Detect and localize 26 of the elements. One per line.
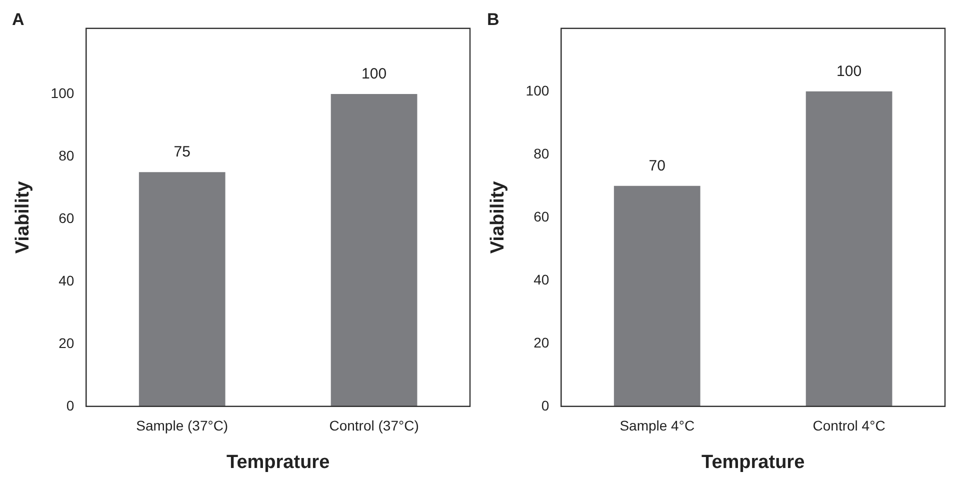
y-axis-title: Viability bbox=[488, 180, 509, 254]
data-label: 70 bbox=[648, 158, 666, 175]
chart-title: B bbox=[487, 10, 500, 30]
x-tick-label: Sample 4°C bbox=[620, 418, 695, 434]
y-tick-label: 40 bbox=[58, 272, 74, 288]
y-tick-label: 40 bbox=[534, 271, 550, 288]
y-tick-label: 60 bbox=[58, 210, 74, 226]
x-axis-title: Temprature bbox=[702, 452, 805, 473]
y-tick-label: 0 bbox=[541, 397, 550, 414]
data-label: 100 bbox=[362, 66, 387, 83]
y-tick-label: 0 bbox=[66, 397, 74, 414]
data-label: 100 bbox=[836, 63, 862, 80]
x-axis-title: Temprature bbox=[226, 452, 330, 473]
y-tick-label: 80 bbox=[58, 147, 74, 164]
y-axis-title: Viability bbox=[12, 180, 34, 254]
y-tick-label: 60 bbox=[534, 208, 550, 224]
data-label: 75 bbox=[174, 144, 190, 161]
y-tick-label: 80 bbox=[534, 145, 550, 162]
y-tick-label: 100 bbox=[50, 84, 74, 101]
x-tick-label: Sample (37°C) bbox=[136, 418, 228, 434]
chart-title: A bbox=[12, 10, 24, 30]
y-tick-label: 20 bbox=[58, 334, 74, 351]
y-tick-label: 100 bbox=[526, 82, 550, 98]
y-tick-label: 20 bbox=[534, 334, 550, 350]
x-tick-label: Control (37°C) bbox=[329, 418, 419, 434]
x-tick-label: Control 4°C bbox=[812, 418, 886, 434]
